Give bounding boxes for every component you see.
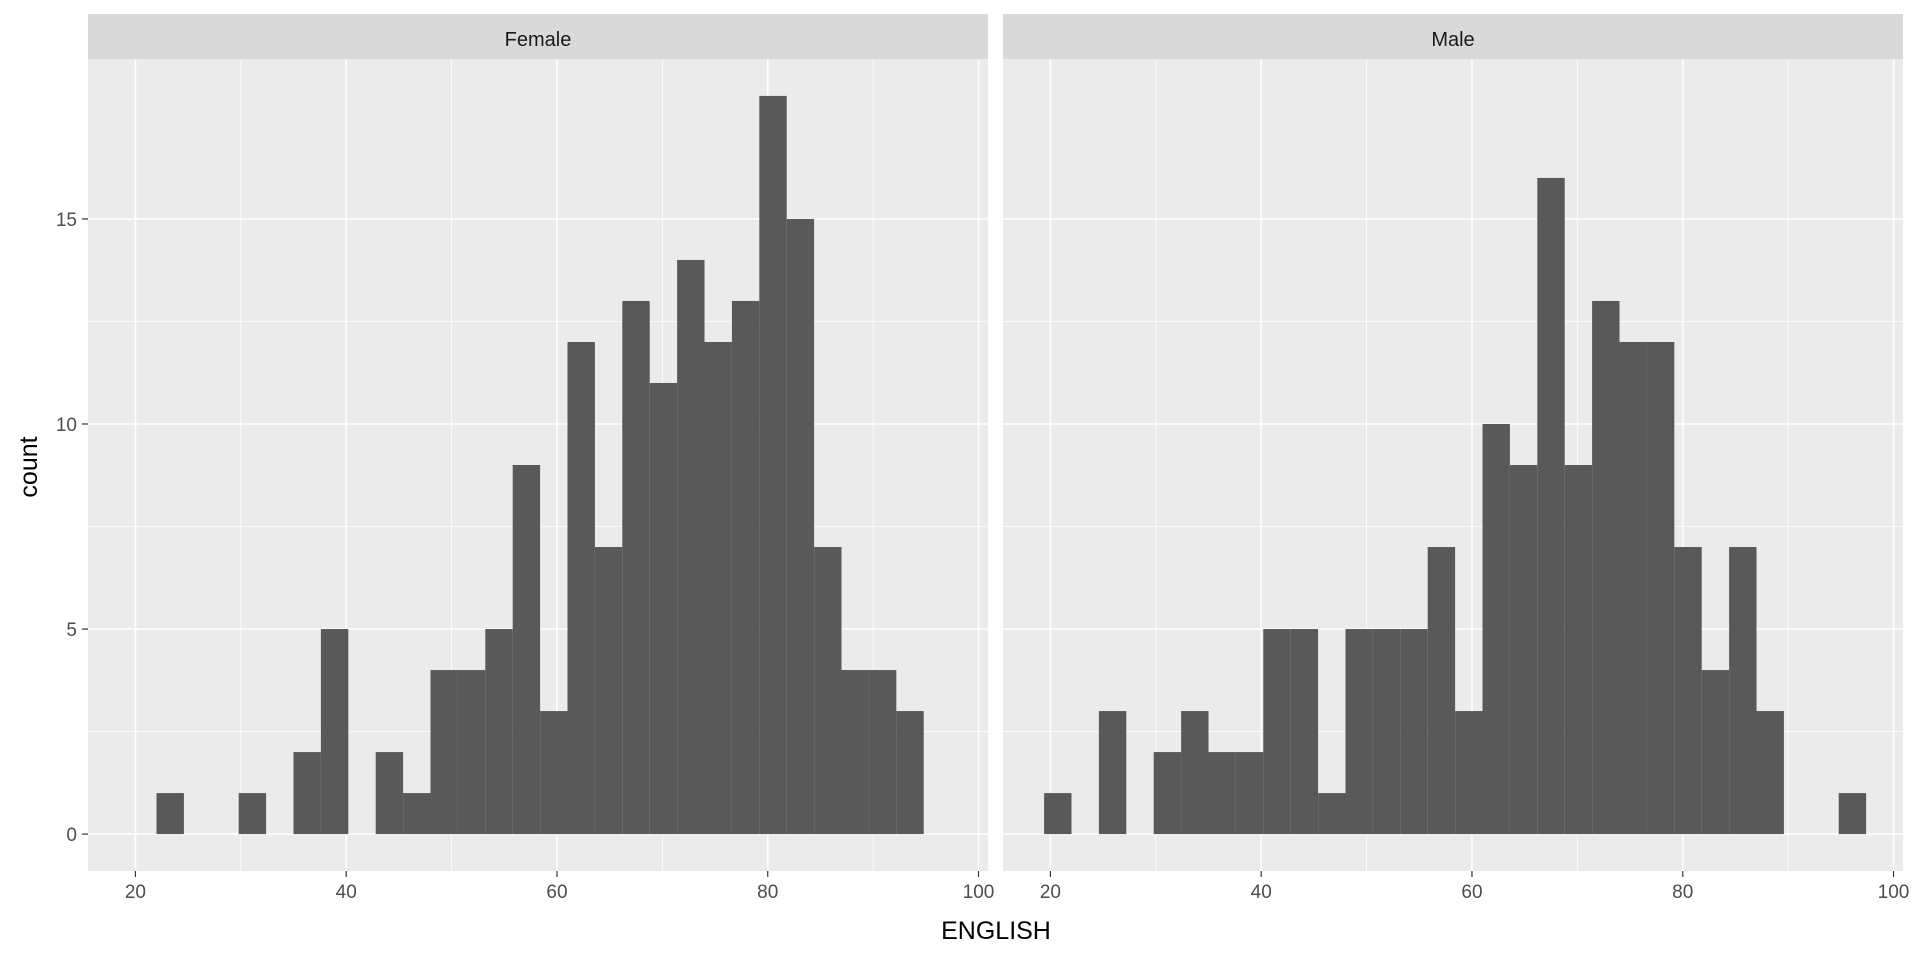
histogram-bar bbox=[814, 547, 842, 835]
y-tick-label: 5 bbox=[66, 620, 77, 641]
histogram-bar bbox=[786, 218, 815, 835]
histogram-bar bbox=[1674, 547, 1702, 835]
histogram-bar bbox=[1619, 341, 1647, 835]
histogram-bar bbox=[485, 629, 513, 835]
y-axis-title: count bbox=[15, 436, 43, 497]
x-axis-title: ENGLISH bbox=[941, 917, 1051, 945]
histogram-bar bbox=[731, 300, 760, 835]
histogram-bar bbox=[1427, 547, 1456, 835]
histogram-bar bbox=[896, 711, 924, 835]
histogram-bar bbox=[649, 382, 678, 835]
histogram-bar bbox=[1044, 793, 1072, 835]
histogram-bar bbox=[704, 341, 732, 835]
x-tick-label: 80 bbox=[1672, 882, 1693, 903]
y-tick-label: 0 bbox=[66, 825, 77, 846]
x-tick-label: 80 bbox=[757, 882, 778, 903]
histogram-bar bbox=[1729, 547, 1757, 835]
histogram-bar bbox=[1838, 793, 1867, 835]
y-tick-label: 10 bbox=[56, 415, 77, 436]
x-tick-label: 20 bbox=[125, 882, 146, 903]
facet-strip-female bbox=[88, 14, 988, 59]
histogram-bar bbox=[1646, 341, 1675, 835]
histogram-bar bbox=[1235, 752, 1264, 835]
facet-panels: Female 20 40 60 80 100 0 5 10 15 Male 20 40 60 80 100 bbox=[56, 14, 1909, 903]
histogram-bar bbox=[457, 670, 486, 835]
x-tick-label: 40 bbox=[1251, 882, 1272, 903]
facet-strip-male bbox=[1003, 14, 1903, 59]
facet-panel-female: Female 20 40 60 80 100 0 5 10 15 bbox=[56, 14, 995, 903]
histogram-bar bbox=[1372, 629, 1401, 835]
histogram-bar bbox=[293, 752, 321, 835]
histogram-bar bbox=[1564, 465, 1593, 835]
histogram-bar bbox=[403, 793, 431, 835]
histogram-bar bbox=[622, 300, 650, 835]
histogram-bar bbox=[1345, 629, 1373, 835]
histogram-bar bbox=[540, 711, 568, 835]
histogram-bar bbox=[1098, 711, 1127, 835]
x-tick-label: 60 bbox=[1461, 882, 1482, 903]
x-tick-label: 40 bbox=[336, 882, 357, 903]
histogram-bar bbox=[841, 670, 869, 835]
y-tick-label: 15 bbox=[56, 210, 77, 231]
x-tick-label: 60 bbox=[546, 882, 567, 903]
histogram-bar bbox=[1701, 670, 1730, 835]
x-tick-label: 100 bbox=[1878, 882, 1910, 903]
histogram-bar bbox=[1153, 752, 1182, 835]
histogram-bar bbox=[1592, 300, 1620, 835]
histogram-bar bbox=[375, 752, 404, 835]
histogram-bar bbox=[1482, 423, 1510, 835]
histogram-bar bbox=[1455, 711, 1483, 835]
facet-strip-label: Female bbox=[505, 29, 572, 51]
histogram-bar bbox=[1537, 177, 1565, 835]
x-tick-label: 20 bbox=[1040, 882, 1061, 903]
x-tick-label: 100 bbox=[963, 882, 995, 903]
histogram-bar bbox=[512, 465, 541, 835]
histogram-bar bbox=[868, 670, 897, 835]
histogram-bar bbox=[759, 95, 787, 835]
histogram-bar bbox=[1181, 711, 1209, 835]
histogram-bar bbox=[677, 259, 705, 835]
histogram-bar bbox=[594, 547, 623, 835]
histogram-bar bbox=[1318, 793, 1346, 835]
facet-panel-male: Male 20 40 60 80 100 bbox=[1003, 14, 1909, 903]
histogram-bar bbox=[320, 629, 349, 835]
histogram-bar bbox=[567, 341, 595, 835]
histogram-bar bbox=[1263, 629, 1291, 835]
histogram-bar bbox=[238, 793, 267, 835]
histogram-bar bbox=[1208, 752, 1236, 835]
histogram-bar bbox=[1509, 465, 1538, 835]
facet-strip-label: Male bbox=[1431, 29, 1474, 51]
histogram-bar bbox=[430, 670, 458, 835]
histogram-bar bbox=[1400, 629, 1428, 835]
histogram-bar bbox=[156, 793, 184, 835]
histogram-bar bbox=[1290, 629, 1319, 835]
histogram-bar bbox=[1756, 711, 1784, 835]
